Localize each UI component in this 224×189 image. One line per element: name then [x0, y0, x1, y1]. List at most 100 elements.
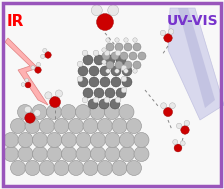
Circle shape	[124, 43, 132, 51]
Circle shape	[61, 105, 76, 119]
Circle shape	[25, 160, 40, 176]
Circle shape	[124, 38, 128, 42]
Circle shape	[17, 105, 32, 119]
Circle shape	[93, 50, 99, 56]
Circle shape	[78, 66, 88, 76]
Circle shape	[82, 97, 88, 103]
Circle shape	[25, 119, 40, 133]
Circle shape	[102, 52, 110, 60]
Circle shape	[170, 103, 175, 109]
Circle shape	[100, 66, 110, 76]
Circle shape	[43, 48, 47, 53]
Circle shape	[106, 69, 110, 73]
Circle shape	[34, 110, 41, 116]
Circle shape	[112, 119, 127, 133]
Circle shape	[174, 144, 182, 152]
Circle shape	[133, 69, 137, 73]
Circle shape	[90, 132, 106, 147]
Circle shape	[83, 119, 98, 133]
Circle shape	[24, 106, 31, 113]
Circle shape	[93, 97, 99, 103]
Circle shape	[25, 82, 31, 88]
Circle shape	[127, 160, 142, 176]
Circle shape	[111, 77, 121, 87]
Circle shape	[116, 88, 126, 98]
Circle shape	[106, 61, 114, 69]
Circle shape	[111, 66, 121, 76]
Circle shape	[90, 105, 105, 119]
Circle shape	[39, 119, 54, 133]
Circle shape	[4, 132, 19, 147]
Circle shape	[106, 38, 110, 42]
Circle shape	[119, 105, 134, 119]
Circle shape	[55, 90, 62, 97]
Circle shape	[124, 61, 132, 69]
Circle shape	[77, 76, 83, 82]
Circle shape	[105, 105, 119, 119]
Circle shape	[105, 88, 115, 98]
Circle shape	[45, 92, 52, 99]
Circle shape	[25, 78, 29, 82]
Circle shape	[25, 113, 35, 123]
Circle shape	[94, 55, 104, 65]
Circle shape	[122, 66, 132, 76]
Circle shape	[62, 132, 77, 147]
Circle shape	[18, 132, 33, 147]
Circle shape	[115, 69, 119, 73]
Circle shape	[32, 146, 47, 161]
Circle shape	[4, 146, 19, 161]
Circle shape	[32, 105, 47, 119]
Circle shape	[124, 69, 128, 73]
Circle shape	[76, 146, 91, 161]
Circle shape	[32, 132, 47, 147]
Circle shape	[47, 105, 62, 119]
Circle shape	[82, 50, 88, 56]
Circle shape	[91, 5, 102, 16]
Circle shape	[89, 77, 99, 87]
Circle shape	[47, 146, 62, 161]
Circle shape	[89, 66, 99, 76]
Circle shape	[181, 126, 189, 134]
Circle shape	[83, 160, 98, 176]
Circle shape	[11, 119, 26, 133]
Circle shape	[115, 38, 119, 42]
Circle shape	[164, 108, 172, 117]
Circle shape	[99, 99, 109, 109]
Circle shape	[115, 97, 121, 103]
Circle shape	[108, 5, 119, 16]
Circle shape	[138, 52, 146, 60]
Circle shape	[11, 160, 26, 176]
Circle shape	[75, 105, 90, 119]
Circle shape	[121, 76, 127, 82]
Circle shape	[54, 160, 69, 176]
Circle shape	[177, 123, 182, 129]
Circle shape	[127, 119, 142, 133]
Text: UV-VIS: UV-VIS	[166, 14, 218, 28]
Circle shape	[39, 160, 54, 176]
Circle shape	[134, 146, 149, 161]
Circle shape	[115, 61, 123, 69]
Circle shape	[133, 61, 141, 69]
Circle shape	[115, 43, 123, 51]
Circle shape	[133, 38, 137, 42]
Circle shape	[121, 87, 127, 93]
Circle shape	[105, 55, 115, 65]
Circle shape	[88, 99, 98, 109]
Circle shape	[78, 77, 88, 87]
Circle shape	[120, 52, 128, 60]
Circle shape	[122, 77, 132, 87]
Circle shape	[31, 66, 35, 70]
Circle shape	[161, 103, 166, 109]
Circle shape	[180, 141, 185, 146]
Circle shape	[50, 96, 60, 108]
Circle shape	[69, 160, 84, 176]
Circle shape	[35, 67, 41, 73]
Circle shape	[160, 30, 166, 36]
Circle shape	[94, 88, 104, 98]
Circle shape	[121, 65, 127, 71]
Circle shape	[104, 50, 110, 56]
Circle shape	[69, 119, 84, 133]
Circle shape	[54, 119, 69, 133]
Circle shape	[115, 50, 121, 56]
Circle shape	[76, 132, 91, 147]
